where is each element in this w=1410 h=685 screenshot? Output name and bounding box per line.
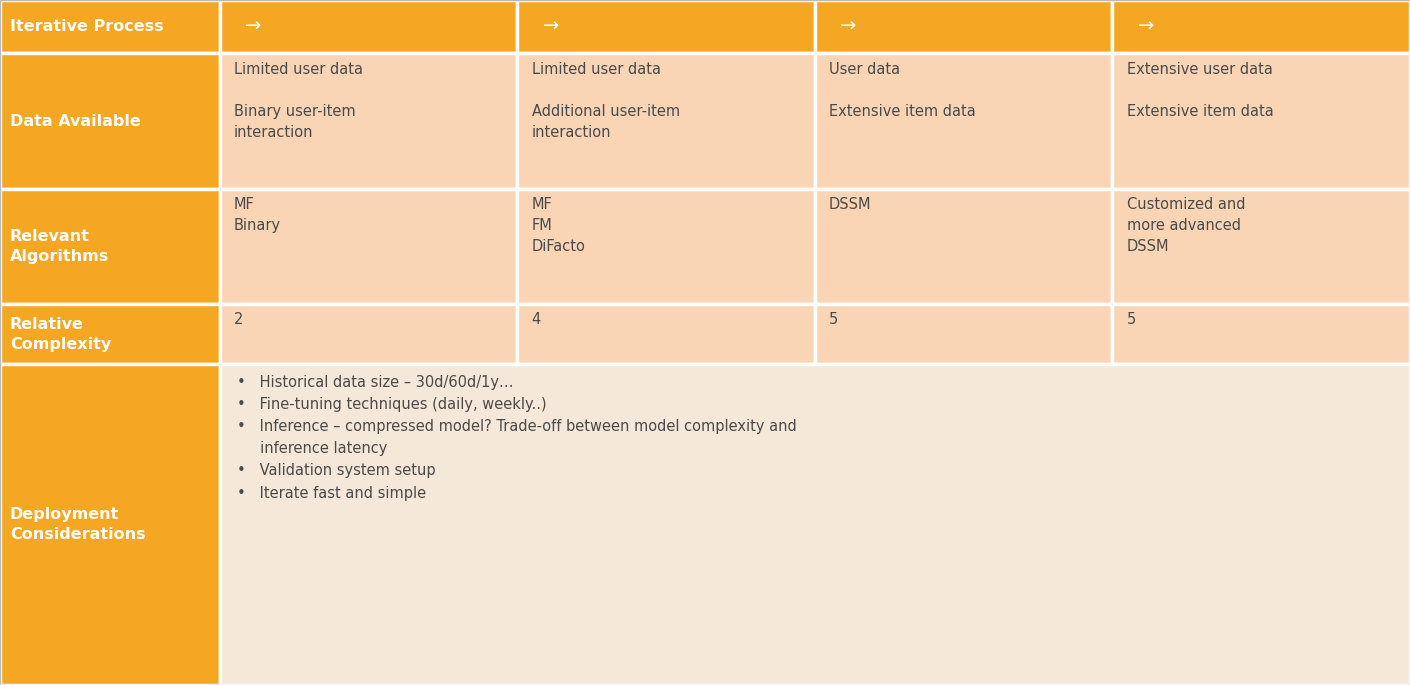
Bar	[220, 189, 517, 304]
Bar	[0, 0, 220, 53]
Text: Iterative Process: Iterative Process	[10, 19, 164, 34]
Bar	[517, 189, 815, 304]
Text: Extensive user data

Extensive item data: Extensive user data Extensive item data	[1127, 62, 1273, 119]
Text: 2: 2	[234, 312, 244, 327]
Text: Limited user data

Binary user-item
interaction: Limited user data Binary user-item inter…	[234, 62, 362, 140]
Text: →: →	[543, 17, 560, 36]
Bar	[815, 304, 1112, 364]
Bar	[0, 189, 220, 304]
Bar	[220, 53, 517, 189]
Bar	[517, 0, 815, 53]
Text: Relative
Complexity: Relative Complexity	[10, 317, 111, 351]
Text: DSSM: DSSM	[829, 197, 871, 212]
Bar	[1112, 0, 1410, 53]
Text: Data Available: Data Available	[10, 114, 141, 129]
Text: Customized and
more advanced
DSSM: Customized and more advanced DSSM	[1127, 197, 1245, 254]
Bar	[1112, 189, 1410, 304]
Bar	[1112, 53, 1410, 189]
Text: Limited user data

Additional user-item
interaction: Limited user data Additional user-item i…	[532, 62, 680, 140]
Bar	[815, 189, 1112, 304]
Text: 5: 5	[829, 312, 839, 327]
Text: 5: 5	[1127, 312, 1136, 327]
Bar	[220, 304, 517, 364]
Bar	[815, 53, 1112, 189]
Bar	[517, 53, 815, 189]
Text: MF
Binary: MF Binary	[234, 197, 281, 234]
Bar	[0, 304, 220, 364]
Bar	[815, 0, 1112, 53]
Text: →: →	[840, 17, 857, 36]
Text: Deployment
Considerations: Deployment Considerations	[10, 508, 145, 542]
Bar	[0, 53, 220, 189]
Text: →: →	[245, 17, 262, 36]
Text: MF
FM
DiFacto: MF FM DiFacto	[532, 197, 585, 254]
Bar	[517, 304, 815, 364]
Text: 4: 4	[532, 312, 541, 327]
Text: •   Historical data size – 30d/60d/1y…
•   Fine-tuning techniques (daily, weekly: • Historical data size – 30d/60d/1y… • F…	[237, 375, 797, 501]
Text: Relevant
Algorithms: Relevant Algorithms	[10, 229, 109, 264]
Bar	[220, 364, 1410, 685]
Text: →: →	[1138, 17, 1155, 36]
Bar	[220, 0, 517, 53]
Bar	[1112, 304, 1410, 364]
Bar	[0, 364, 220, 685]
Text: User data

Extensive item data: User data Extensive item data	[829, 62, 976, 119]
